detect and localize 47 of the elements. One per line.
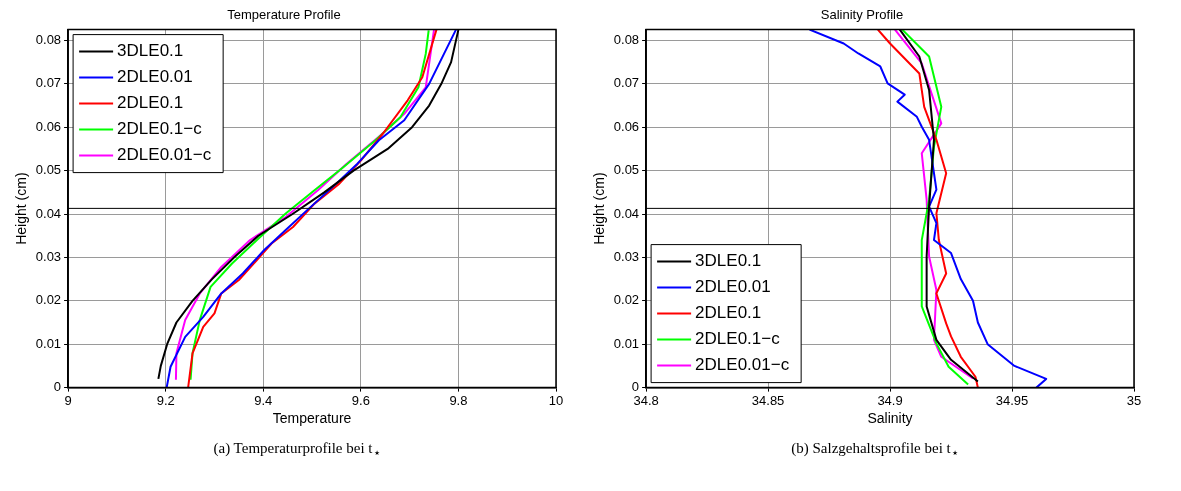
text: (b) Salzgehaltsprofile bei t$_{⋆}$	[790, 440, 960, 461]
y-tick-label: 0.04	[613, 205, 640, 221]
x-tick-label: 9.4	[254, 392, 273, 408]
x-tick-label: 34.8	[633, 392, 659, 408]
x-tick-label: 10	[548, 392, 564, 408]
y-tick-label: 0.08	[35, 32, 62, 48]
chart-title: Temperature Profile	[227, 7, 341, 23]
text: (a) Temperaturprofile bei t$_{⋆}$	[212, 440, 382, 461]
y-tick-label: 0.05	[35, 162, 62, 178]
y-tick-label: 0.08	[613, 32, 640, 48]
legend-label: 2DLE0.01	[695, 277, 771, 297]
legend-label: 2DLE0.01−c	[695, 355, 790, 375]
y-tick-label: 0.07	[35, 75, 62, 91]
x-tick-label: 34.9	[877, 392, 903, 408]
legend-label: 2DLE0.1−c	[117, 119, 203, 139]
legend-label: 3DLE0.1	[117, 41, 184, 61]
y-tick-label: 0.01	[613, 335, 640, 351]
y-tick-label: 0	[53, 379, 62, 395]
y-tick-label: 0.07	[613, 75, 640, 91]
legend-label: 2DLE0.01−c	[117, 145, 212, 165]
y-tick-label: 0.01	[35, 335, 62, 351]
legend-label: 2DLE0.1	[117, 93, 184, 113]
y-tick-label: 0.04	[35, 205, 62, 221]
x-tick-label: 9.8	[449, 392, 468, 408]
x-tick-label: 34.95	[995, 392, 1029, 408]
legend-label: 2DLE0.1−c	[695, 329, 781, 349]
y-axis-title: Height (cm)	[13, 172, 30, 245]
y-tick-label: 0.05	[613, 162, 640, 178]
y-tick-label: 0.03	[35, 249, 62, 264]
x-tick-label: 9.6	[351, 392, 370, 408]
y-tick-label: 0.06	[613, 118, 640, 134]
legend-label: 2DLE0.01	[117, 67, 193, 87]
x-tick-label: 34.85	[751, 392, 785, 408]
x-tick-label: 9	[64, 392, 72, 408]
chart-title: Salinity Profile	[820, 7, 904, 23]
y-tick-label: 0.06	[35, 118, 62, 134]
x-tick-label: 9.2	[156, 392, 175, 408]
legend-label: 3DLE0.1	[695, 251, 762, 271]
y-tick-label: 0.02	[35, 292, 62, 308]
y-tick-label: 0.02	[613, 292, 640, 308]
y-axis-title: Height (cm)	[591, 172, 608, 245]
x-axis-title: Salinity	[867, 410, 913, 427]
y-tick-label: 0.03	[613, 249, 640, 264]
x-tick-label: 35	[1126, 392, 1142, 408]
legend-label: 2DLE0.1	[695, 303, 762, 323]
x-axis-title: Temperature	[272, 410, 352, 427]
y-tick-label: 0	[631, 379, 640, 395]
